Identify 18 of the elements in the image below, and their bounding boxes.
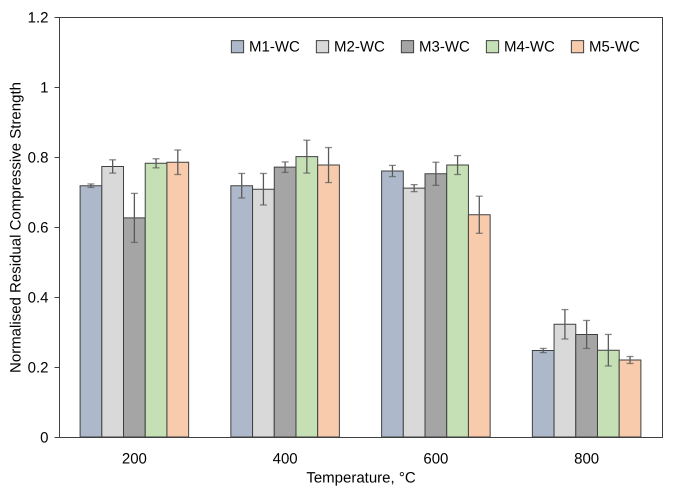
x-tick-label: 800 <box>574 450 600 468</box>
legend-label: M2-WC <box>334 38 385 56</box>
legend-label: M5-WC <box>589 38 640 56</box>
legend-label: M3-WC <box>419 38 470 56</box>
y-tick-label: 0.2 <box>28 360 48 376</box>
x-tick-label: 600 <box>423 450 448 468</box>
y-tick-label: 1 <box>40 80 48 96</box>
legend-label: M1-WC <box>249 38 300 56</box>
y-axis-title: Normalised Residual Compressive Strength <box>8 82 25 373</box>
y-tick-label: 1.2 <box>28 10 48 26</box>
y-tick-label: 0.8 <box>28 150 48 166</box>
y-tick-label: 0.6 <box>28 220 48 236</box>
x-axis-title: Temperature, °C <box>306 470 416 486</box>
legend-label: M4-WC <box>504 38 555 56</box>
y-tick-label: 0 <box>40 430 48 446</box>
x-tick-label: 400 <box>272 450 298 468</box>
x-tick-label: 200 <box>122 450 147 468</box>
y-tick-label: 0.4 <box>28 290 48 306</box>
